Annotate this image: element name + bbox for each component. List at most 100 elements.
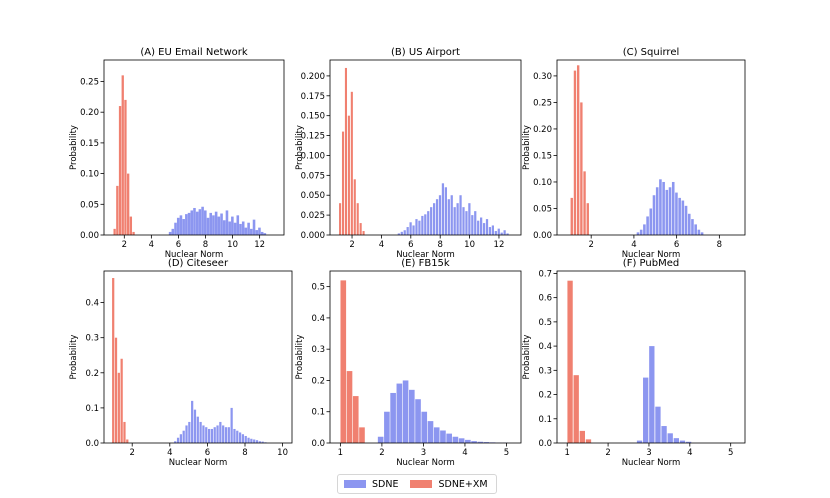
y-axis-label: Probability <box>295 125 305 170</box>
bar-sdne <box>477 220 480 235</box>
bar-sdne <box>694 224 697 235</box>
bar-sdne <box>191 400 194 443</box>
plot-frame <box>556 270 746 444</box>
y-axis-label: Probability <box>69 125 79 170</box>
bar-sdne-xm <box>339 203 342 235</box>
bar-sdne-xm <box>116 185 119 235</box>
x-tick-label: 4 <box>687 448 692 458</box>
y-tick-label: 0.4 <box>538 342 552 352</box>
bar-sdne <box>219 421 222 443</box>
bar-sdne <box>224 427 228 443</box>
bar-sdne <box>465 211 468 235</box>
bar-sdne <box>488 227 492 235</box>
bar-sdne <box>471 215 474 235</box>
plot-frame <box>556 59 746 236</box>
bar-sdne <box>679 440 686 443</box>
bar-sdne-xm <box>359 427 365 443</box>
x-tick-label: 6 <box>176 240 181 250</box>
bar-sdne <box>500 232 503 235</box>
bar-sdne <box>459 195 462 235</box>
bar-sdne <box>185 425 188 443</box>
chart-title: (F) PubMed <box>623 258 679 269</box>
x-tick-label: 6 <box>674 240 679 250</box>
bar-sdne <box>239 223 242 235</box>
bar-sdne-xm <box>120 358 123 443</box>
bar-sdne-xm <box>124 99 127 235</box>
bar-sdne <box>662 181 665 235</box>
y-tick-label: 0.175 <box>301 92 325 102</box>
x-tick-label: 2 <box>122 240 127 250</box>
bar-sdne <box>643 224 646 235</box>
bar-sdne <box>458 438 465 443</box>
bar-sdne <box>179 434 182 443</box>
bar-sdne <box>261 441 264 443</box>
y-tick-label: 0.15 <box>80 139 99 149</box>
bar-sdne-xm <box>117 372 120 443</box>
chart-title: (D) Citeseer <box>168 258 229 269</box>
bar-sdne <box>438 195 442 235</box>
y-tick-label: 0.2 <box>85 369 99 379</box>
bar-sdne <box>233 428 236 443</box>
bar-sdne <box>222 425 225 443</box>
x-tick-label: 5 <box>504 448 509 458</box>
x-tick-label: 1 <box>338 448 343 458</box>
bar-sdne <box>406 227 409 235</box>
bar-sdne <box>201 206 204 235</box>
plot-frame <box>103 59 285 236</box>
x-tick-label: 2 <box>129 448 134 458</box>
bar-sdne <box>691 219 694 235</box>
y-tick-label: 0.5 <box>538 318 552 328</box>
bar-sdne-xm <box>126 439 129 443</box>
bar-sdne-xm <box>344 67 348 235</box>
bar-sdne <box>241 434 245 443</box>
chart-title: (E) FB15k <box>401 258 450 269</box>
bar-sdne-xm <box>576 65 580 235</box>
bar-sdne <box>421 411 428 443</box>
bar-sdne <box>217 216 221 235</box>
bar-sdne <box>238 432 242 443</box>
x-tick-label: 8 <box>242 448 247 458</box>
y-tick-label: 0.1 <box>85 404 99 414</box>
bar-sdne <box>174 222 177 235</box>
bar-sdne <box>247 437 250 443</box>
bar-sdne <box>452 436 459 443</box>
y-tick-label: 0.5 <box>311 283 325 293</box>
bar-sdne <box>188 421 191 443</box>
bar-sdne <box>687 213 691 235</box>
y-tick-label: 0.3 <box>538 366 552 376</box>
chart-panel-4: 2 4 6 8 10 0.0 0.1 0.2 0.3 0.4 (D) Citeseer Nuclear… <box>69 258 293 468</box>
x-tick-label: 4 <box>462 448 467 458</box>
bar-sdne <box>225 210 229 235</box>
bar-sdne <box>643 377 649 443</box>
chart-title: (B) US Airport <box>391 47 460 58</box>
plot-frame <box>103 270 293 444</box>
x-tick-label: 2 <box>379 448 384 458</box>
bar-sdne <box>471 441 477 443</box>
bar-sdne <box>402 380 409 443</box>
y-tick-label: 0.0 <box>85 439 99 449</box>
y-tick-label: 0.000 <box>301 231 325 241</box>
y-tick-label: 0.100 <box>301 151 325 161</box>
bar-sdne <box>700 232 704 235</box>
y-tick-label: 0.4 <box>311 314 325 324</box>
bar-sdne <box>652 195 656 235</box>
bar-sdne <box>671 181 675 235</box>
bar-sdne <box>433 427 440 443</box>
bar-sdne <box>207 428 211 443</box>
x-tick-label: 4 <box>379 240 384 250</box>
bar-sdne-xm <box>583 171 586 235</box>
x-tick-label: 4 <box>631 240 636 250</box>
bar-sdne <box>456 203 459 235</box>
legend-item-sdne: SDNE <box>344 479 398 490</box>
bar-sdne <box>390 392 396 443</box>
bar-sdne <box>415 219 418 235</box>
x-tick-label: 8 <box>203 240 208 250</box>
bar-sdne-xm <box>586 203 589 235</box>
bar-sdne-xm <box>362 231 365 235</box>
bar-sdne <box>462 207 465 235</box>
bar-sdne-xm <box>132 231 135 235</box>
bar-sdne-xm <box>356 203 359 235</box>
bar-sdne <box>222 220 226 235</box>
bar-sdne <box>415 399 421 443</box>
bar-sdne <box>685 441 692 443</box>
